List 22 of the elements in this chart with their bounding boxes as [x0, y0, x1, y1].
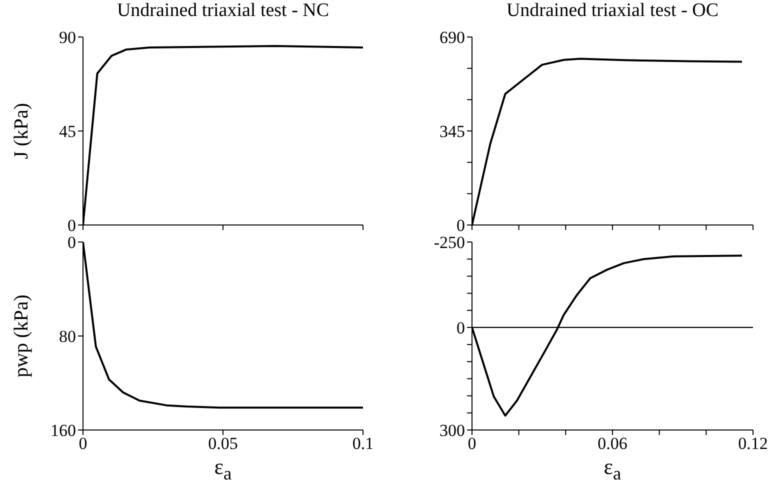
- x-tick-label: 0.05: [208, 434, 238, 454]
- y-tick-label: 160: [50, 421, 76, 440]
- y-tick-label: 0: [68, 216, 76, 236]
- y-axis-title: pwp (kPa): [10, 294, 34, 378]
- y-tick-label: 345: [440, 122, 465, 142]
- y-tick-label: 80: [59, 327, 76, 346]
- y-tick-label: 90: [59, 28, 76, 48]
- x-axis-title: ε$_{a}$: [604, 454, 622, 484]
- y-tick-label: 45: [59, 122, 76, 142]
- y-tick-label: -250: [434, 233, 465, 252]
- y-tick-label: 0: [456, 216, 465, 236]
- x-tick-label: 0.12: [738, 434, 768, 454]
- chart-title: Undrained triaxial test - NC: [116, 0, 330, 22]
- y-tick-label: 690: [440, 28, 465, 48]
- x-tick-label: 0.06: [598, 434, 628, 454]
- y-tick-label: 0: [68, 233, 76, 252]
- y-tick-label: 300: [440, 421, 465, 440]
- x-axis-title: ε$_{a}$: [214, 454, 232, 484]
- y-tick-label: 0: [456, 318, 465, 338]
- chart-title: Undrained triaxial test - OC: [505, 0, 720, 22]
- y-axis-title: J (kPa): [10, 102, 34, 160]
- x-tick-label: 0.1: [352, 434, 374, 454]
